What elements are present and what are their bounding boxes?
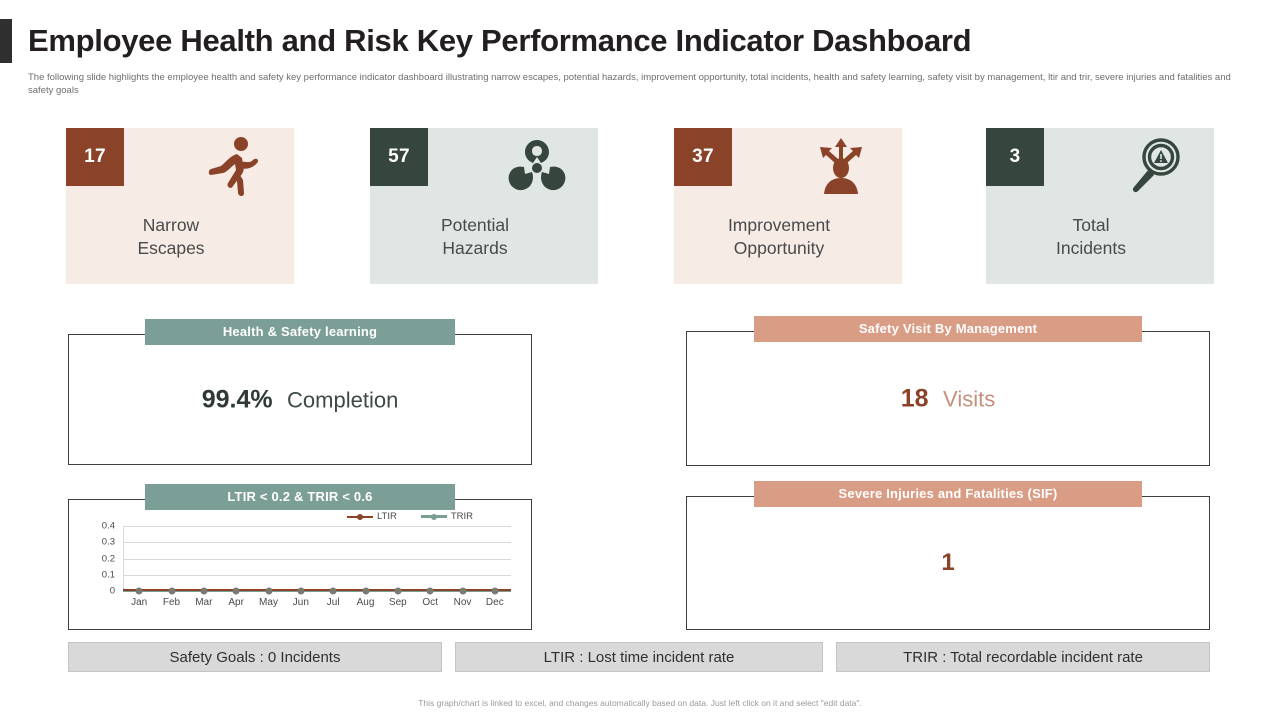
legend-item-trir[interactable]: TRIR [420, 511, 473, 522]
learning-percentage: 99.4% [201, 385, 273, 413]
safety-visit-value-row: 18 Visits [687, 384, 1209, 413]
panel-title: Severe Injuries and Fatalities (SIF) [754, 481, 1142, 507]
chart-gridline [123, 574, 511, 576]
legend-marker-ltir-icon [346, 512, 373, 522]
data-point-marker [491, 587, 499, 595]
kpi-card-total-incidents[interactable]: 3 Total Incidents [986, 128, 1214, 284]
x-tick-label: Jan [131, 597, 148, 608]
kpi-label-line1: Potential [440, 215, 510, 235]
x-tick-label: Apr [228, 597, 244, 608]
kpi-label-line1: Total [1072, 215, 1110, 235]
kpi-value-badge: 17 [66, 128, 124, 186]
x-tick-label: May [259, 597, 278, 608]
learning-unit-label: Completion [287, 387, 399, 412]
panel-health-safety-learning[interactable]: Health & Safety learning 99.4% Completio… [68, 319, 532, 465]
data-point-marker [426, 587, 434, 595]
sif-count: 1 [941, 549, 955, 576]
kpi-label-line2: Incidents [1055, 238, 1127, 258]
data-point-marker [362, 587, 369, 595]
legend-item-ltir[interactable]: LTIR [346, 511, 397, 522]
kpi-label-line2: Opportunity [733, 238, 825, 258]
kpi-label: Narrow Escapes [66, 214, 276, 260]
x-tick-label: Nov [453, 597, 472, 608]
learning-value-row: 99.4% Completion [69, 385, 531, 414]
ltir-trir-line-chart: LTIR TRIR 0.4 0.3 0.2 0.1 0 [69, 500, 531, 629]
kpi-label: Improvement Opportunity [674, 214, 884, 260]
running-person-icon [196, 136, 270, 198]
panel-title: Safety Visit By Management [754, 316, 1142, 342]
x-tick-label: Jul [326, 597, 340, 608]
kpi-label: Potential Hazards [370, 214, 580, 260]
panel-severe-injuries-fatalities[interactable]: Severe Injuries and Fatalities (SIF) 1 [686, 481, 1210, 630]
kpi-label: Total Incidents [986, 214, 1196, 260]
y-tick-label: 0 [109, 585, 115, 597]
series-line-trir [123, 590, 511, 592]
kpi-value-badge: 37 [674, 128, 732, 186]
footer-item-trir[interactable]: TRIR : Total recordable incident rate [836, 642, 1210, 672]
kpi-label-line1: Narrow [142, 215, 200, 235]
data-point-marker [232, 587, 240, 595]
y-tick-label: 0.2 [101, 553, 115, 564]
x-tick-label: Oct [422, 597, 438, 608]
kpi-card-narrow-escapes[interactable]: 17 Narrow Escapes [66, 128, 294, 284]
footer-item-ltir[interactable]: LTIR : Lost time incident rate [455, 642, 823, 672]
slide-subtitle: The following slide highlights the emplo… [28, 72, 1231, 96]
footer-item-safety-goals[interactable]: Safety Goals : 0 Incidents [68, 642, 442, 672]
chart-y-axis-labels: 0.4 0.3 0.2 0.1 0 [69, 521, 119, 597]
chart-gridline [123, 558, 511, 560]
panel-safety-visit-by-management[interactable]: Safety Visit By Management 18 Visits [686, 316, 1210, 466]
data-point-marker [329, 587, 337, 595]
chart-gridline [123, 542, 511, 544]
biohazard-icon [500, 136, 574, 198]
safety-visit-count: 18 [900, 384, 929, 412]
kpi-label-line1: Improvement [727, 215, 831, 235]
chart-x-axis-labels: Jan Feb Mar Apr May Jun Jul Aug Sep Oct Nov Dec [123, 597, 511, 615]
chart-gridline [123, 526, 511, 527]
y-tick-label: 0.3 [101, 536, 115, 548]
legend-marker-trir-icon [420, 512, 447, 522]
panel-ltir-trir-chart[interactable]: LTIR < 0.2 & TRIR < 0.6 LTIR TRIR [68, 484, 532, 630]
sif-value-row: 1 [687, 549, 1209, 577]
data-point-marker [394, 587, 402, 595]
x-tick-label: Jun [292, 597, 309, 608]
data-point-marker [297, 587, 305, 595]
chart-legend: LTIR TRIR [346, 511, 473, 522]
y-tick-label: 0.1 [101, 569, 115, 581]
magnifier-warning-icon [1116, 136, 1190, 198]
data-point-marker [265, 587, 272, 595]
data-point-marker [168, 587, 175, 595]
x-tick-label: Feb [162, 597, 181, 608]
data-point-marker [135, 587, 143, 595]
x-tick-label: Mar [195, 597, 213, 608]
slide-header: Employee Health and Risk Key Performance… [0, 18, 1280, 64]
chart-plot-area [123, 526, 511, 595]
kpi-label-line2: Escapes [137, 238, 205, 258]
x-tick-label: Sep [388, 597, 407, 608]
series-line-ltir [123, 589, 511, 591]
x-tick-label: Dec [485, 597, 504, 608]
legend-label-ltir: LTIR [376, 511, 397, 522]
footer-legend-row: Safety Goals : 0 Incidents LTIR : Lost t… [0, 642, 1280, 672]
data-point-marker [459, 587, 466, 595]
y-tick-label: 0.4 [101, 520, 115, 532]
panel-title: Health & Safety learning [145, 319, 455, 345]
kpi-label-line2: Hazards [442, 238, 508, 258]
safety-visit-unit-label: Visits [943, 386, 996, 411]
legend-label-trir: TRIR [450, 511, 473, 522]
person-arrows-icon [804, 136, 878, 198]
x-tick-label: Aug [356, 597, 375, 608]
panel-title: LTIR < 0.2 & TRIR < 0.6 [145, 484, 455, 510]
page-title: Employee Health and Risk Key Performance… [28, 23, 972, 58]
footer-note: This graph/chart is linked to excel, and… [418, 698, 862, 708]
data-point-marker [200, 587, 208, 595]
kpi-card-potential-hazards[interactable]: 57 Potential Hazards [370, 128, 598, 284]
header-accent-bar [0, 19, 12, 63]
kpi-value-badge: 57 [370, 128, 428, 186]
kpi-card-improvement-opportunity[interactable]: 37 Improvement Opportunity [674, 128, 902, 284]
kpi-card-row: 17 Narrow Escapes 57 [0, 128, 1280, 284]
kpi-value-badge: 3 [986, 128, 1044, 186]
